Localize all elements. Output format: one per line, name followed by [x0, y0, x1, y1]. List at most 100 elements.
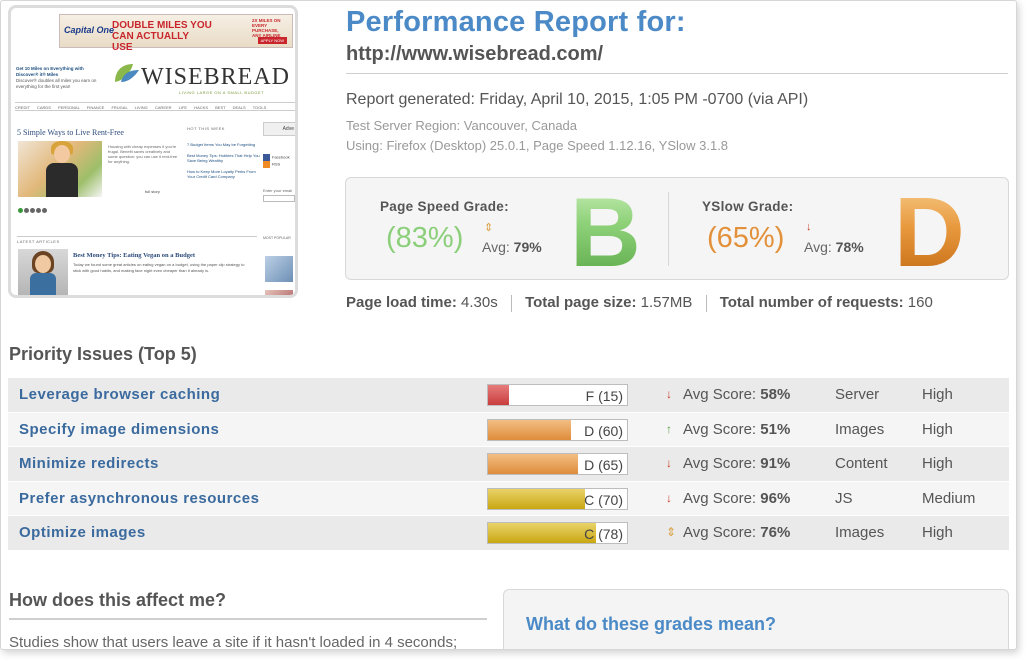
issue-trend-icon: ↓ — [666, 490, 672, 505]
affect-text: Studies show that users leave a site if … — [9, 634, 458, 650]
report-generated: Report generated: Friday, April 10, 2015… — [346, 91, 809, 108]
yslow-grade-letter: D — [894, 177, 965, 287]
issue-avg-value: 58% — [760, 386, 791, 403]
issue-avg-value: 91% — [760, 455, 791, 473]
advert-label: Adve — [263, 122, 295, 136]
issue-avg-label: Avg Score: — [683, 455, 757, 473]
facebook-icon — [263, 154, 270, 161]
grades-panel: Page Speed Grade: (83%) ⇕ Avg: 79% B YSl… — [345, 177, 1009, 287]
issue-avg-label: Avg Score: — [683, 386, 757, 403]
issue-trend-icon: ↓ — [666, 387, 672, 401]
wisebread-logo: WISEBREAD — [141, 64, 290, 90]
wisebread-leaf-icon — [115, 64, 139, 82]
issue-type: Content — [835, 455, 888, 473]
issue-score-fill — [488, 454, 578, 475]
ad-headline: DOUBLE MILES YOU CAN ACTUALLY USE — [112, 20, 212, 53]
pagespeed-avg-label: Avg: — [482, 239, 510, 255]
issue-row[interactable]: Minimize redirects D (65) ↓ Avg Score: 91% C… — [8, 446, 1009, 481]
latest-article-headline: Best Money Tips: Eating Vegan on a Budge… — [73, 252, 196, 259]
report-url[interactable]: http://www.wisebread.com/ — [346, 43, 604, 65]
issue-grade: D (60) — [584, 422, 623, 439]
rss-icon — [263, 161, 270, 168]
email-signup: Enter your email — [263, 188, 295, 202]
page-size-label: Total page size: — [525, 294, 637, 311]
site-screenshot-thumbnail[interactable]: Capital One DOUBLE MILES YOU CAN ACTUALL… — [8, 5, 298, 298]
side-photo — [265, 256, 293, 282]
issue-trend-icon: ↓ — [666, 456, 672, 471]
issue-avg-value: 51% — [760, 420, 791, 438]
issue-priority: High — [922, 386, 953, 403]
full-story-link: full story — [145, 189, 160, 194]
yslow-grade-label: YSlow Grade: — [702, 199, 794, 214]
issue-type: Images — [835, 420, 885, 438]
issue-average: Avg Score: 76% — [683, 524, 790, 541]
issue-score-fill — [488, 523, 596, 544]
hot-list: 7 Budget Items You May be Forgetting Bes… — [187, 142, 261, 185]
page-stats: Page load time: 4.30s Total page size: 1… — [346, 294, 933, 312]
load-time-label: Page load time: — [346, 294, 457, 311]
issue-average: Avg Score: 91% — [683, 455, 790, 472]
issue-name[interactable]: Prefer asynchronous resources — [19, 489, 260, 507]
issue-row[interactable]: Leverage browser caching F (15) ↓ Avg Score… — [8, 377, 1009, 412]
feature-headline: 5 Simple Ways to Live Rent-Free — [17, 128, 124, 137]
issue-name[interactable]: Optimize images — [19, 524, 146, 542]
issue-priority: High — [922, 455, 953, 473]
ad-side-text: 2X MILES ON EVERY PURCHASE, ANY AIRLINE — [252, 18, 281, 38]
header-divider — [346, 73, 1008, 74]
issue-type: JS — [835, 489, 853, 507]
affect-title: How does this affect me? — [9, 590, 227, 610]
issue-average: Avg Score: 51% — [683, 421, 790, 438]
site-nav: CREDIT CARDS PERSONAL FINANCE FRUGAL LIV… — [15, 102, 295, 111]
issue-name[interactable]: Specify image dimensions — [19, 420, 220, 438]
load-time-value: 4.30s — [461, 294, 498, 311]
issue-type: Images — [835, 524, 885, 542]
grades-info-panel: What do these grades mean? — [503, 589, 1009, 649]
yslow-trend-icon: ↓ — [806, 221, 812, 233]
issue-average: Avg Score: 58% — [683, 386, 790, 403]
issue-avg-value: 96% — [760, 489, 791, 507]
yslow-avg-value: 78% — [835, 239, 864, 255]
email-field — [263, 195, 295, 202]
stats-separator — [705, 294, 707, 312]
facebook-label: Facebook — [272, 154, 290, 160]
ad-banner: Capital One DOUBLE MILES YOU CAN ACTUALL… — [59, 14, 293, 53]
priority-issues-title: Priority Issues (Top 5) — [9, 344, 197, 364]
issue-name[interactable]: Minimize redirects — [19, 455, 159, 473]
priority-issues-table: Leverage browser caching F (15) ↓ Avg Score… — [8, 377, 1009, 550]
yslow-average: Avg: 78% — [804, 239, 864, 255]
latest-articles-label: LATEST ARTICLES — [17, 236, 257, 244]
latest-article-body: Today we found some great articles on ea… — [73, 262, 245, 273]
social-links: Facebook RSS — [263, 154, 295, 168]
issue-grade: F (15) — [585, 388, 623, 404]
report-page: Capital One DOUBLE MILES YOU CAN ACTUALL… — [0, 0, 1017, 650]
hot-item: 7 Budget Items You May be Forgetting — [187, 142, 256, 147]
issue-grade: C (70) — [584, 491, 623, 508]
pagespeed-avg-value: 79% — [513, 239, 542, 255]
issue-row[interactable]: Specify image dimensions D (60) ↑ Avg Score… — [8, 411, 1009, 447]
issue-score-bar: D (65) — [487, 453, 628, 476]
test-server-region: Test Server Region: Vancouver, Canada — [346, 118, 578, 133]
report-title: Performance Report for: — [346, 6, 686, 38]
test-browser-info: Using: Firefox (Desktop) 25.0.1, Page Sp… — [346, 138, 729, 153]
latest-article-photo — [18, 249, 68, 295]
hot-item: How to Keep More Loyalty Perks From Your… — [187, 169, 256, 179]
issue-row[interactable]: Optimize images C (78) ⇕ Avg Score: 76% Imag… — [8, 515, 1009, 550]
issue-row[interactable]: Prefer asynchronous resources C (70) ↓ Avg … — [8, 480, 1009, 516]
issue-avg-value: 76% — [760, 524, 791, 542]
issue-avg-label: Avg Score: — [683, 489, 757, 507]
hot-this-week-label: HOT THIS WEEK — [187, 126, 225, 131]
page-size-value: 1.57MB — [640, 294, 693, 311]
pagespeed-trend-icon: ⇕ — [484, 222, 494, 234]
left-promo-body: Discover® doubles all miles you earn on … — [16, 78, 97, 89]
issue-name[interactable]: Leverage browser caching — [19, 386, 221, 403]
pagespeed-percent: (83%) — [386, 222, 464, 254]
issue-grade: D (65) — [584, 457, 623, 474]
grades-info-title[interactable]: What do these grades mean? — [526, 614, 777, 634]
issue-avg-label: Avg Score: — [683, 524, 757, 542]
stats-separator — [510, 294, 512, 312]
left-promo: Get 10 Miles on Everything with Discover… — [16, 66, 104, 90]
rss-label: RSS — [272, 161, 281, 167]
ad-logo: Capital One — [64, 25, 115, 35]
grades-divider — [668, 192, 669, 266]
feature-photo — [18, 141, 102, 197]
